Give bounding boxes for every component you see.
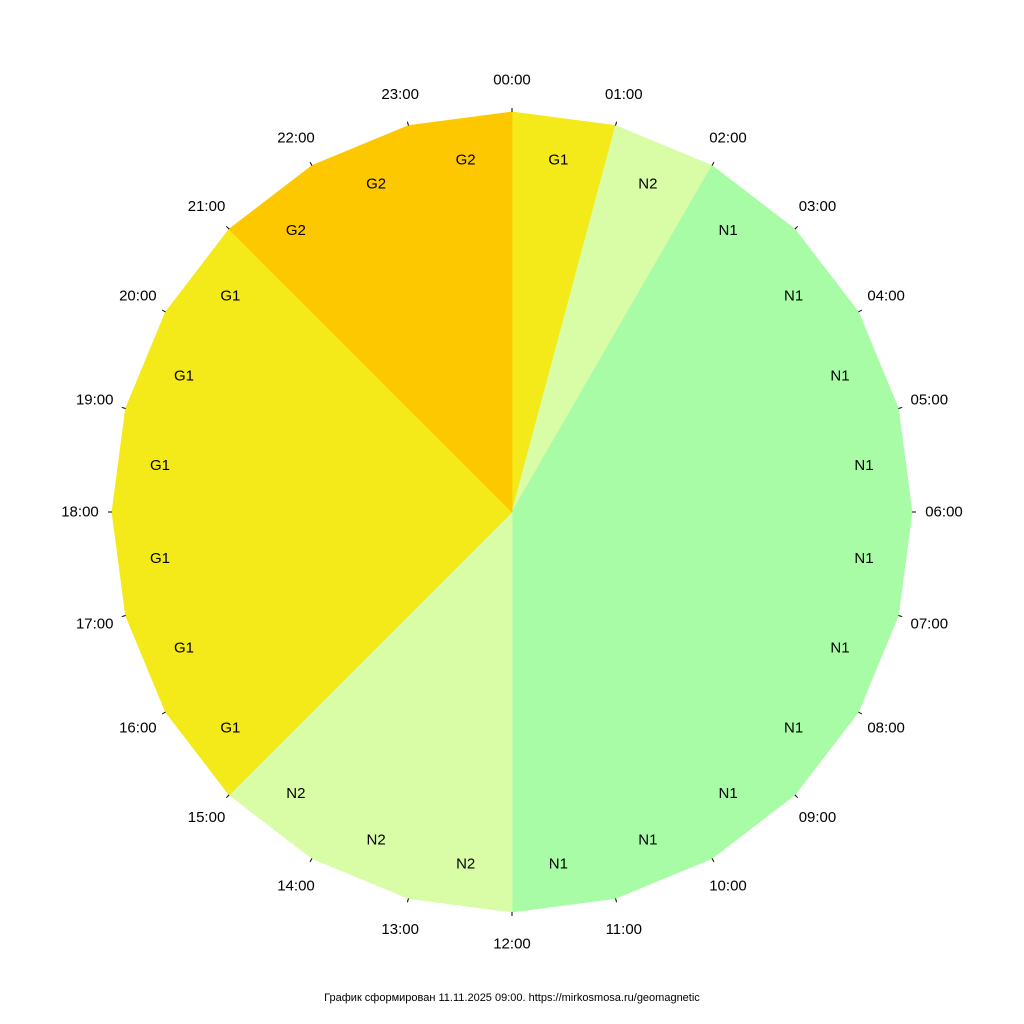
hour-label-1100: 11:00 <box>606 921 642 938</box>
level-label-2100: G2 <box>286 222 306 239</box>
tick-1300 <box>406 898 409 903</box>
hour-label-1200: 12:00 <box>493 936 531 953</box>
tick-2000 <box>161 309 166 313</box>
hour-label-1800: 18:00 <box>61 504 99 521</box>
tick-1600 <box>161 711 166 715</box>
tick-group <box>108 108 916 916</box>
level-label-0900: N1 <box>719 785 738 802</box>
level-label-0300: N1 <box>784 287 803 304</box>
hour-label-0500: 05:00 <box>911 392 949 409</box>
hour-label-1600: 16:00 <box>119 720 157 737</box>
level-label-1200: N2 <box>456 855 475 872</box>
level-label-1300: N2 <box>367 831 386 848</box>
level-label-0100: N2 <box>638 176 657 193</box>
hour-label-0600: 06:00 <box>925 504 963 521</box>
hour-label-2200: 22:00 <box>277 129 315 146</box>
hour-label-0800: 08:00 <box>867 720 905 737</box>
level-label-1100: N1 <box>549 855 568 872</box>
sector-group <box>111 111 913 913</box>
tick-2100 <box>225 225 230 230</box>
hour-label-0300: 03:00 <box>799 198 837 215</box>
level-label-1900: G1 <box>174 368 194 385</box>
tick-1500 <box>225 794 230 799</box>
tick-0400 <box>858 309 863 313</box>
level-label-0200: N1 <box>719 222 738 239</box>
level-label-1800: G1 <box>150 457 170 474</box>
hour-label-0400: 04:00 <box>867 288 905 305</box>
level-label-2000: G1 <box>220 287 240 304</box>
level-label-0000: G1 <box>548 152 568 169</box>
tick-0100 <box>615 121 618 126</box>
tick-0800 <box>858 711 863 715</box>
level-label-group: G1 N2 N1 N1 N1 N1 N1 N1 N1 N1 N1 N1 N2 N2 N2 G1 G1 G1 G1 G1… <box>150 152 874 873</box>
level-label-1500: G1 <box>220 720 240 737</box>
hour-label-1700: 17:00 <box>76 615 114 632</box>
hour-label-0000: 00:00 <box>493 72 531 89</box>
level-label-2300: G2 <box>456 152 476 169</box>
hour-label-0200: 02:00 <box>709 129 747 146</box>
tick-0700 <box>898 615 903 618</box>
level-label-0700: N1 <box>830 639 849 656</box>
level-label-1700: G1 <box>150 550 170 567</box>
sector-2300-g2 <box>407 111 513 513</box>
tick-1100 <box>615 898 618 903</box>
hour-label-0100: 01:00 <box>605 86 643 103</box>
level-label-1400: N2 <box>286 785 305 802</box>
hour-label-1300: 13:00 <box>381 921 419 938</box>
hour-label-0900: 09:00 <box>799 809 837 826</box>
level-label-0600: N1 <box>854 550 873 567</box>
hour-label-2000: 20:00 <box>119 288 157 305</box>
level-label-0500: N1 <box>854 457 873 474</box>
tick-0500 <box>898 406 903 409</box>
tick-0900 <box>794 794 799 799</box>
hour-label-group: 00:00 01:00 02:00 03:00 04:00 05:00 06:00 07:00… <box>61 72 963 953</box>
hour-label-1000: 10:00 <box>709 878 747 895</box>
tick-0200 <box>711 161 715 166</box>
tick-1700 <box>121 615 126 618</box>
tick-0300 <box>794 225 799 230</box>
level-label-1600: G1 <box>174 639 194 656</box>
level-label-0400: N1 <box>830 368 849 385</box>
hour-label-2300: 23:00 <box>381 86 419 103</box>
tick-1000 <box>711 858 715 863</box>
level-label-2200: G2 <box>366 176 386 193</box>
hour-label-2100: 21:00 <box>188 198 226 215</box>
hour-label-0700: 07:00 <box>911 615 949 632</box>
hour-label-1500: 15:00 <box>188 809 226 826</box>
tick-1900 <box>121 406 126 409</box>
hour-label-1900: 19:00 <box>76 392 114 409</box>
hour-label-1400: 14:00 <box>277 878 315 895</box>
footer-note: График сформирован 11.11.2025 09:00. htt… <box>324 992 700 1004</box>
tick-1400 <box>309 858 313 863</box>
level-label-0800: N1 <box>784 720 803 737</box>
tick-2200 <box>309 161 313 166</box>
tick-2300 <box>406 121 409 126</box>
level-label-1000: N1 <box>638 831 657 848</box>
